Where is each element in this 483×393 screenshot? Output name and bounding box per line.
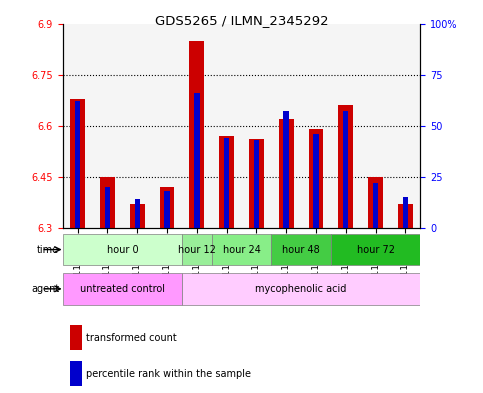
Bar: [224, 138, 229, 228]
Bar: [130, 204, 145, 228]
Text: percentile rank within the sample: percentile rank within the sample: [86, 369, 251, 378]
Text: mycophenolic acid: mycophenolic acid: [256, 284, 347, 294]
Text: untreated control: untreated control: [80, 284, 165, 294]
Bar: [70, 361, 83, 386]
Text: GDS5265 / ILMN_2345292: GDS5265 / ILMN_2345292: [155, 14, 328, 27]
Text: time: time: [37, 244, 59, 255]
Text: hour 72: hour 72: [356, 244, 395, 255]
FancyBboxPatch shape: [212, 233, 271, 266]
FancyBboxPatch shape: [63, 273, 182, 305]
Bar: [313, 134, 319, 228]
Bar: [164, 191, 170, 228]
Text: transformed count: transformed count: [86, 333, 177, 343]
Bar: [70, 99, 85, 228]
FancyBboxPatch shape: [63, 233, 182, 266]
Bar: [254, 140, 259, 228]
Bar: [70, 325, 83, 350]
Bar: [75, 101, 80, 228]
FancyBboxPatch shape: [182, 273, 420, 305]
Bar: [279, 119, 294, 228]
Bar: [284, 112, 289, 228]
FancyBboxPatch shape: [331, 233, 420, 266]
Text: hour 24: hour 24: [223, 244, 260, 255]
Bar: [100, 177, 115, 228]
Bar: [309, 129, 324, 228]
Bar: [398, 204, 413, 228]
Bar: [249, 140, 264, 228]
Bar: [189, 40, 204, 228]
Text: agent: agent: [31, 284, 59, 294]
Bar: [368, 177, 383, 228]
Bar: [135, 199, 140, 228]
FancyBboxPatch shape: [271, 233, 331, 266]
Text: hour 12: hour 12: [178, 244, 216, 255]
Bar: [373, 183, 378, 228]
Bar: [338, 105, 353, 228]
Bar: [403, 197, 408, 228]
FancyBboxPatch shape: [182, 233, 212, 266]
Bar: [159, 187, 174, 228]
Bar: [343, 112, 348, 228]
Text: hour 0: hour 0: [107, 244, 138, 255]
Bar: [219, 136, 234, 228]
Text: hour 48: hour 48: [282, 244, 320, 255]
Bar: [105, 187, 110, 228]
Bar: [194, 93, 199, 228]
